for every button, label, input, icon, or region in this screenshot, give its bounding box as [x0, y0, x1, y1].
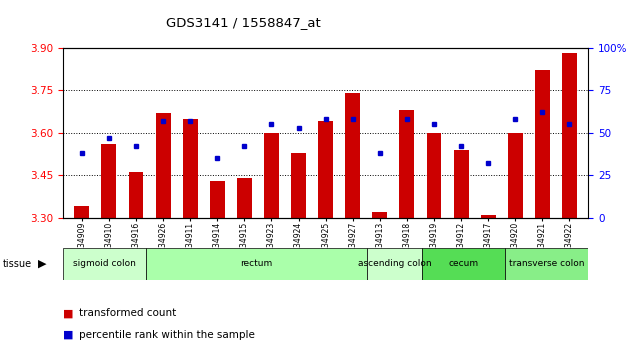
Bar	[146, 248, 367, 280]
Bar	[481, 215, 495, 218]
Bar	[422, 248, 506, 280]
Bar	[210, 181, 225, 218]
Bar	[535, 70, 550, 218]
Bar	[129, 172, 144, 218]
Bar	[508, 133, 523, 218]
Bar	[454, 150, 469, 218]
Bar	[506, 248, 588, 280]
Text: ■: ■	[63, 308, 73, 318]
Bar	[156, 113, 171, 218]
Bar	[318, 121, 333, 218]
Bar	[562, 53, 577, 218]
Bar	[74, 206, 89, 218]
Text: tissue: tissue	[3, 259, 32, 269]
Bar	[367, 248, 422, 280]
Text: ■: ■	[63, 330, 73, 339]
Text: percentile rank within the sample: percentile rank within the sample	[79, 330, 254, 339]
Bar	[183, 119, 197, 218]
Bar	[426, 133, 442, 218]
Bar	[63, 248, 146, 280]
Bar	[372, 212, 387, 218]
Text: ascending colon: ascending colon	[358, 259, 431, 268]
Text: ▶: ▶	[38, 259, 47, 269]
Text: transverse colon: transverse colon	[509, 259, 585, 268]
Text: GDS3141 / 1558847_at: GDS3141 / 1558847_at	[166, 16, 321, 29]
Bar	[399, 110, 414, 218]
Bar	[291, 153, 306, 218]
Text: rectum: rectum	[240, 259, 272, 268]
Bar	[101, 144, 116, 218]
Bar	[264, 133, 279, 218]
Bar	[345, 93, 360, 218]
Text: sigmoid colon: sigmoid colon	[73, 259, 136, 268]
Text: cecum: cecum	[449, 259, 479, 268]
Text: transformed count: transformed count	[79, 308, 176, 318]
Bar	[237, 178, 252, 218]
